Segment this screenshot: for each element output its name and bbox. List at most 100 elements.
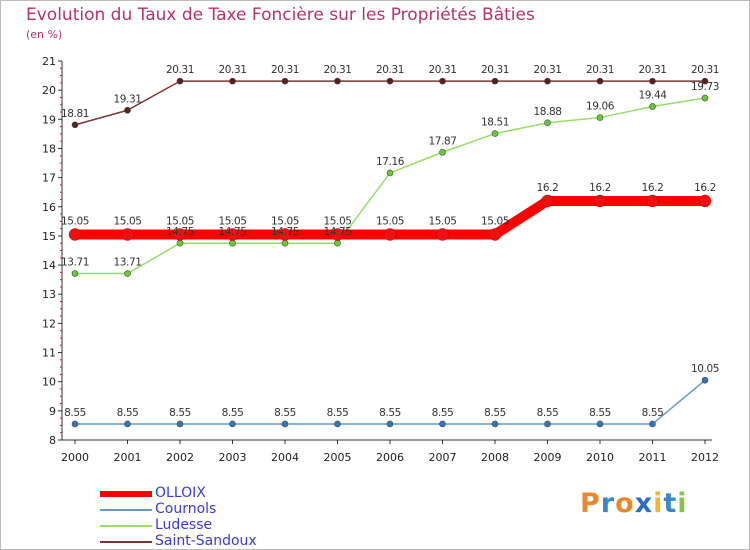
y-tick-label: 12 — [42, 317, 56, 330]
data-point — [649, 420, 656, 428]
data-point — [593, 194, 607, 208]
legend-label-olloix: OLLOIX — [155, 485, 206, 501]
data-point — [281, 239, 289, 247]
data-label: 15.05 — [481, 215, 509, 227]
y-tick-label: 15 — [42, 230, 56, 243]
data-point — [646, 194, 659, 208]
data-label: 8.55 — [537, 407, 559, 419]
data-label: 15.05 — [218, 215, 246, 227]
y-tick-label: 8 — [49, 434, 56, 447]
data-point — [649, 77, 656, 85]
legend-item-ludesse: Ludesse — [100, 517, 340, 534]
y-tick-label: 9 — [49, 405, 56, 418]
logo-letter: x — [634, 488, 654, 519]
data-point — [436, 228, 449, 241]
y-tick-label: 18 — [42, 142, 56, 155]
data-point — [71, 420, 79, 428]
legend-item-saint-sandoux: Saint-Sandoux — [100, 533, 340, 550]
data-label: 15.05 — [323, 215, 351, 227]
data-point — [229, 420, 236, 428]
data-label: 20.31 — [376, 64, 404, 76]
legend-item-cournols: Cournols — [100, 501, 340, 518]
y-tick-label: 20 — [42, 84, 56, 97]
legend-label-saint-sandoux: Saint-Sandoux — [155, 533, 257, 549]
data-label: 20.31 — [638, 64, 666, 76]
data-label: 15.05 — [428, 215, 456, 227]
data-label: 20.31 — [481, 64, 509, 76]
data-label: 19.06 — [586, 101, 615, 113]
data-label: 8.55 — [64, 407, 86, 419]
data-label: 20.31 — [691, 64, 719, 76]
data-label: 15.05 — [61, 215, 89, 227]
data-point — [701, 77, 709, 85]
data-point — [544, 77, 551, 85]
x-tick-label: 2002 — [166, 451, 194, 464]
data-point — [68, 228, 82, 241]
data-label: 8.55 — [222, 407, 244, 419]
data-label: 20.31 — [533, 64, 561, 76]
legend-swatch-cournols — [100, 509, 152, 511]
data-label: 19.44 — [638, 89, 667, 101]
x-tick-label: 2003 — [219, 451, 247, 464]
chart-title: Evolution du Taux de Taxe Foncière sur l… — [26, 5, 535, 25]
data-label: 18.81 — [61, 108, 89, 120]
logo-letter: i — [677, 488, 688, 519]
legend-swatch-saint-sandoux — [100, 541, 152, 543]
data-label: 20.31 — [271, 64, 299, 76]
data-label: 10.05 — [691, 363, 719, 375]
data-label: 8.55 — [169, 407, 191, 419]
data-label: 14.75 — [218, 226, 246, 238]
data-point — [386, 169, 394, 177]
data-label: 20.31 — [428, 64, 456, 76]
data-point — [541, 194, 554, 208]
data-point — [488, 228, 502, 241]
x-tick-label: 2009 — [534, 451, 562, 464]
data-point — [121, 228, 134, 241]
logo-letter: i — [653, 488, 664, 519]
data-label: 19.31 — [113, 93, 141, 105]
data-point — [698, 194, 712, 208]
data-point — [176, 420, 184, 428]
data-point — [176, 239, 184, 247]
data-label: 17.16 — [376, 156, 405, 168]
data-point — [491, 130, 499, 137]
legend-swatch-ludesse — [100, 525, 152, 527]
x-tick-label: 2011 — [639, 451, 667, 464]
data-label: 20.31 — [218, 64, 246, 76]
data-label: 18.88 — [533, 106, 561, 118]
data-point — [596, 77, 604, 85]
data-label: 17.87 — [428, 135, 456, 147]
chart-legend: OLLOIX Cournols Ludesse Saint-Sandoux — [100, 485, 340, 550]
data-point — [491, 420, 499, 428]
data-point — [278, 228, 292, 241]
data-label: 16.2 — [589, 182, 611, 194]
data-label: 13.71 — [61, 257, 89, 269]
data-point — [439, 420, 446, 428]
x-tick-label: 2008 — [481, 451, 509, 464]
data-point — [229, 77, 236, 85]
data-point — [281, 77, 289, 85]
logo-letter: t — [663, 488, 678, 519]
data-label: 8.55 — [274, 407, 296, 419]
y-tick-label: 10 — [42, 376, 56, 389]
data-point — [491, 77, 499, 85]
x-tick-label: 2006 — [376, 451, 404, 464]
data-label: 8.55 — [432, 407, 454, 419]
x-tick-label: 2007 — [429, 451, 457, 464]
proxiti-logo: Proxiti — [580, 488, 688, 519]
data-label: 8.55 — [589, 407, 611, 419]
data-label: 15.05 — [166, 215, 194, 227]
x-tick-label: 2005 — [324, 451, 352, 464]
chart-subtitle: (en %) — [26, 28, 63, 41]
data-point — [71, 121, 79, 129]
data-label: 15.05 — [113, 215, 141, 227]
data-label: 20.31 — [586, 64, 614, 76]
legend-item-olloix: OLLOIX — [100, 485, 340, 502]
data-point — [173, 228, 187, 241]
y-tick-label: 13 — [42, 288, 56, 301]
data-label: 14.75 — [323, 226, 351, 238]
logo-letter: P — [580, 488, 601, 519]
data-label: 13.71 — [113, 257, 141, 269]
data-label: 8.55 — [484, 407, 506, 419]
